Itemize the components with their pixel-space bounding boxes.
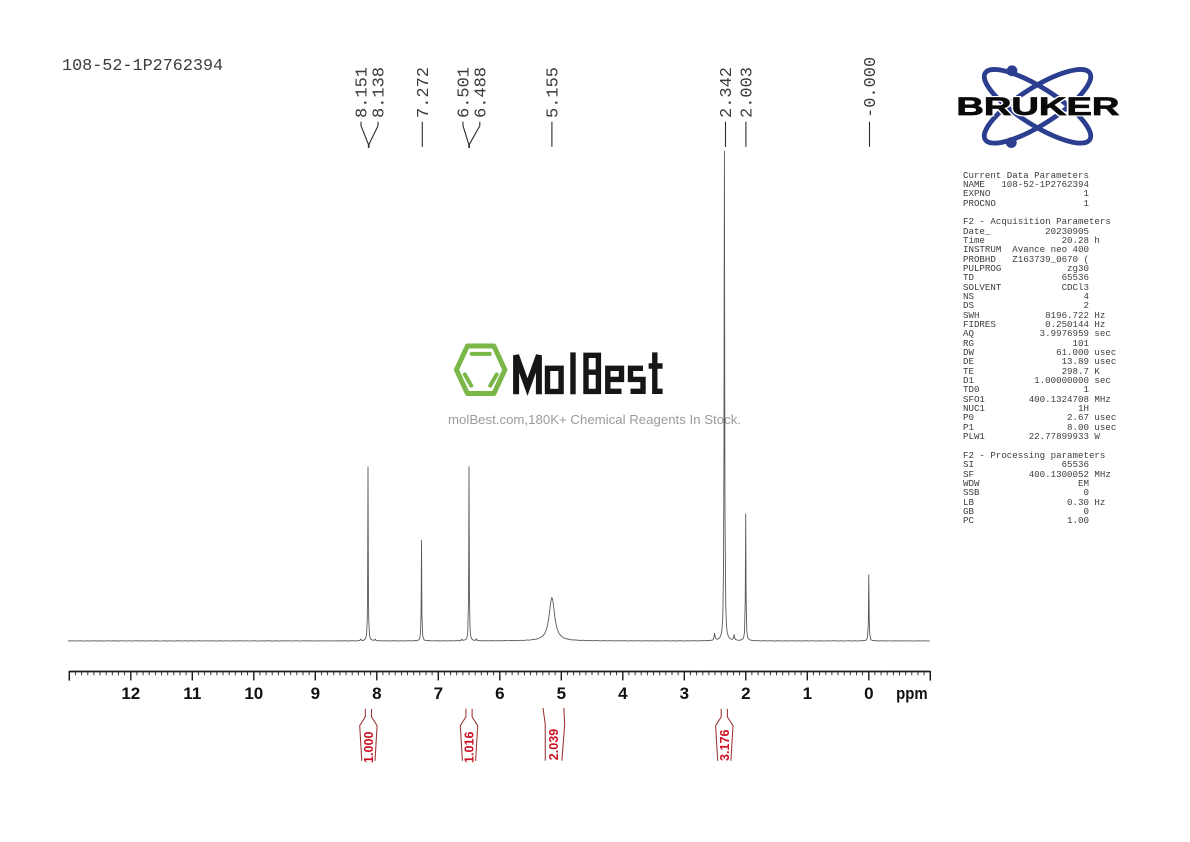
svg-text:molBest.com,180K+ Chemical Rea: molBest.com,180K+ Chemical Reagents In S…	[448, 412, 741, 427]
svg-text:7.272: 7.272	[415, 67, 434, 118]
svg-text:11: 11	[183, 684, 201, 703]
svg-text:-0.000: -0.000	[862, 57, 881, 118]
svg-text:8.138: 8.138	[371, 67, 390, 118]
svg-text:1.016: 1.016	[463, 731, 477, 763]
svg-text:9: 9	[311, 684, 320, 703]
svg-text:2.003: 2.003	[739, 67, 758, 118]
svg-text:6.501: 6.501	[456, 67, 475, 118]
svg-text:5.155: 5.155	[545, 67, 564, 118]
svg-text:2: 2	[741, 684, 750, 703]
svg-text:6.488: 6.488	[473, 67, 492, 118]
svg-text:ppm: ppm	[896, 684, 928, 703]
svg-text:2.342: 2.342	[718, 67, 737, 118]
svg-text:12: 12	[121, 684, 140, 703]
svg-text:1: 1	[803, 684, 812, 703]
svg-text:3: 3	[680, 684, 689, 703]
svg-text:4: 4	[618, 684, 628, 703]
svg-text:0: 0	[864, 684, 873, 703]
svg-text:BRUKER: BRUKER	[956, 93, 1119, 121]
svg-text:2.039: 2.039	[547, 729, 561, 761]
svg-text:BRUKER: BRUKER	[956, 93, 1119, 121]
svg-text:3.176: 3.176	[718, 729, 732, 761]
svg-text:6: 6	[495, 684, 504, 703]
svg-text:10: 10	[244, 684, 263, 703]
svg-text:7: 7	[434, 684, 443, 703]
svg-text:8.151: 8.151	[354, 67, 373, 118]
svg-text:5: 5	[557, 684, 566, 703]
svg-text:1.000: 1.000	[362, 731, 376, 763]
svg-text:8: 8	[372, 684, 381, 703]
